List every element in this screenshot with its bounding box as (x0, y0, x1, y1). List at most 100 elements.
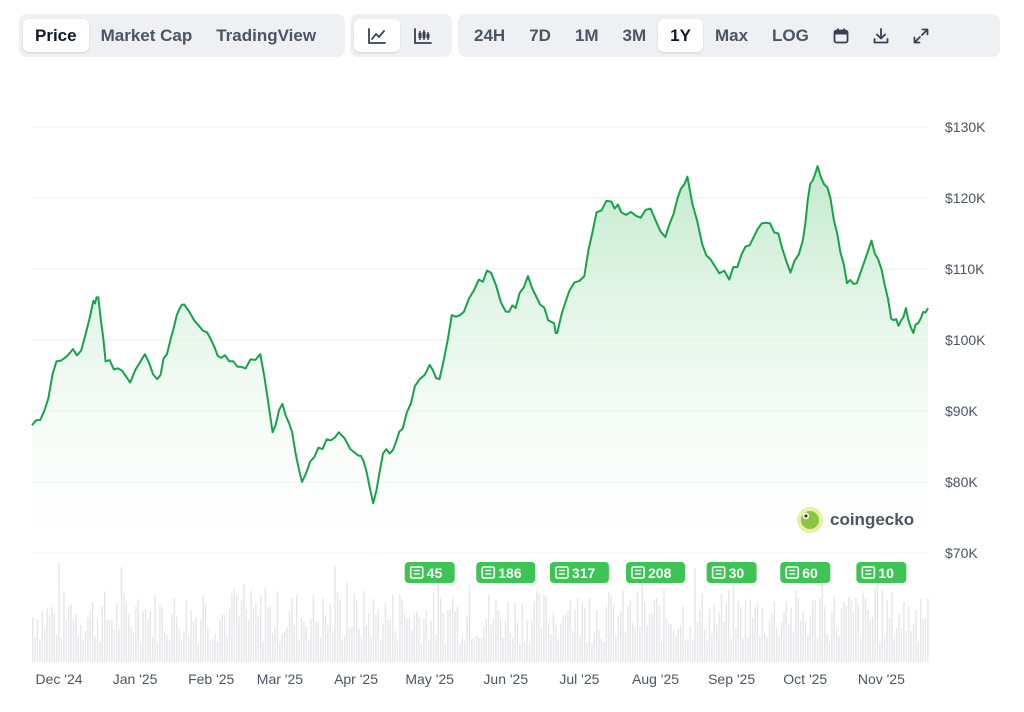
news-badge[interactable]: 60 (780, 562, 831, 583)
volume-bar (372, 598, 375, 662)
volume-bar (915, 609, 917, 662)
volume-bar (430, 620, 432, 662)
market-cap-tab[interactable]: Market Cap (100, 25, 193, 45)
coingecko-watermark: coingecko (797, 507, 914, 533)
volume-bar (670, 624, 672, 662)
volume-bar (168, 639, 171, 662)
x-tick-label: Dec '24 (35, 671, 82, 687)
price-line (31, 165, 929, 505)
volume-bar (279, 642, 281, 662)
download-icon (873, 27, 889, 43)
volume-bar (795, 590, 797, 662)
volume-bar (651, 613, 653, 662)
news-badge[interactable]: 317 (549, 562, 609, 583)
volume-bar (476, 635, 478, 662)
volume-bar (684, 640, 687, 662)
fullscreen-icon (913, 28, 929, 43)
x-tick-label: Feb '25 (188, 671, 234, 687)
volume-bar (404, 614, 406, 662)
volume-bar (780, 622, 783, 662)
tradingview-tab[interactable]: TradingView (216, 25, 317, 45)
volume-bar (617, 616, 619, 662)
volume-bar (75, 613, 77, 662)
date-range-button[interactable] (821, 19, 861, 52)
volume-bar (663, 589, 665, 662)
range-24h-tab[interactable]: 24H (474, 25, 506, 45)
log-scale-toggle[interactable]: LOG (772, 25, 809, 45)
volume-bar (584, 608, 586, 662)
volume-bar (492, 618, 495, 662)
metric-toolbar: Price Market Cap TradingView (19, 14, 345, 57)
volume-bar (576, 597, 579, 662)
fullscreen-button[interactable] (901, 19, 941, 52)
volume-bar (447, 610, 449, 662)
volume-bar (898, 614, 900, 662)
volume-bar (641, 568, 643, 662)
volume-bar (912, 623, 915, 662)
volume-bar (788, 624, 790, 662)
volume-bar (274, 626, 276, 662)
volume-bar (711, 633, 713, 662)
range-1m-tab[interactable]: 1M (574, 25, 599, 45)
volume-bar (406, 618, 408, 662)
price-tab[interactable]: Price (23, 19, 89, 52)
volume-bar (821, 578, 823, 662)
news-badge[interactable]: 30 (706, 562, 757, 583)
volume-bar (303, 621, 305, 662)
range-3m-tab[interactable]: 3M (622, 25, 647, 45)
download-button[interactable] (861, 19, 901, 52)
volume-bar (310, 618, 312, 662)
volume-bar (183, 631, 185, 662)
volume-bar (864, 598, 867, 662)
volume-bar (315, 621, 317, 662)
volume-bar (908, 606, 910, 662)
volume-bar (838, 636, 840, 662)
volume-bar (620, 611, 622, 662)
volume-bar (454, 611, 456, 662)
volume-bar (104, 591, 106, 662)
volume-bar (749, 599, 751, 662)
news-badge-count: 60 (802, 565, 818, 581)
volume-bar (276, 591, 279, 662)
volume-bar (65, 620, 67, 662)
volume-bar (562, 615, 564, 662)
news-badge[interactable]: 10 (856, 562, 907, 583)
line-chart-button[interactable] (354, 19, 400, 52)
volume-bar (120, 566, 123, 662)
x-tick-label: Jul '25 (559, 671, 599, 687)
y-tick-label: $130K (945, 119, 986, 135)
volume-bar (591, 643, 593, 662)
volume-bar (802, 612, 804, 662)
news-badge[interactable]: 186 (476, 562, 536, 583)
volume-bar (773, 602, 775, 662)
volume-bar (682, 606, 684, 662)
volume-bar (747, 637, 749, 662)
volume-bar (171, 614, 173, 662)
volume-bar (831, 612, 833, 662)
volume-bar (752, 618, 754, 662)
volume-bar (176, 616, 178, 662)
volume-bar (689, 625, 691, 662)
volume-bar (718, 612, 720, 662)
range-7d-tab[interactable]: 7D (529, 25, 551, 45)
volume-bar (836, 627, 838, 662)
volume-bar (195, 617, 197, 662)
volume-bar (272, 632, 274, 662)
volume-bar (610, 595, 612, 662)
volume-bar (653, 599, 655, 662)
volume-bar (156, 642, 159, 662)
volume-bar (543, 594, 545, 662)
candlestick-button[interactable] (400, 19, 446, 52)
volume-bar (483, 626, 485, 662)
volume-bar (668, 623, 670, 662)
range-max-tab[interactable]: Max (714, 25, 749, 45)
volume-bar (596, 610, 598, 662)
news-badge[interactable]: 208 (626, 562, 686, 583)
volume-bar (154, 594, 156, 662)
range-1y-tab[interactable]: 1Y (658, 19, 703, 52)
news-badge[interactable]: 45 (404, 562, 455, 583)
volume-bar (401, 599, 403, 662)
volume-bar (197, 643, 199, 662)
volume-bar (320, 637, 322, 662)
